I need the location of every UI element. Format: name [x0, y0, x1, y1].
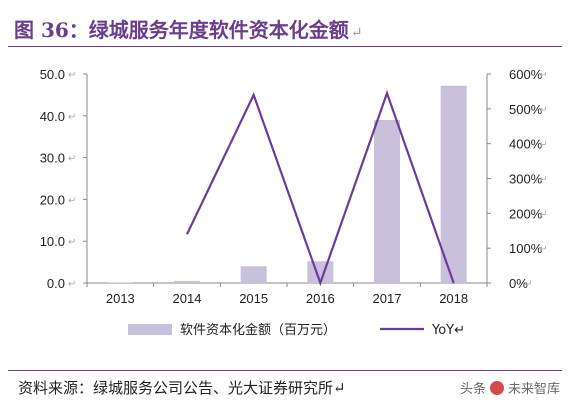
- return-mark: ↵: [539, 175, 547, 186]
- return-mark: ↵: [539, 105, 547, 116]
- bar-2018: [440, 85, 467, 283]
- legend: 软件资本化金额（百万元） YoY↵: [128, 322, 465, 338]
- figure-title-text: 图 36：绿城服务年度软件资本化金额 ↵: [14, 14, 363, 43]
- x-tick-label: 2016: [306, 291, 335, 306]
- right-tick-label: 500%: [509, 102, 543, 117]
- source-note: 资料来源：绿城服务公司公告、光大证券研究所↵: [8, 370, 562, 401]
- right-tick-label: 100%: [509, 241, 543, 256]
- bar-2013: [107, 282, 134, 284]
- legend-line-label: YoY↵: [431, 323, 465, 338]
- return-mark: ↵: [68, 112, 76, 123]
- return-mark: ↵: [524, 279, 532, 290]
- return-mark: ↵: [539, 70, 547, 81]
- legend-bar-label: 软件资本化金额（百万元）: [180, 322, 336, 338]
- return-mark: ↵: [68, 279, 76, 290]
- return-mark: ↵: [350, 25, 363, 41]
- combo-chart: 0.0 ↵10.0 ↵20.0 ↵30.0 ↵40.0 ↵50.0 ↵ 0%↵100%↵20…: [40, 67, 548, 338]
- right-tick-label: 0%: [509, 276, 528, 291]
- left-tick-label: 30.0: [40, 151, 65, 166]
- yoy-line-series: [186, 89, 455, 287]
- x-tick-label: 2018: [439, 291, 468, 306]
- right-axis-ticks: 0%↵100%↵200%↵300%↵400%↵500%↵600%↵: [487, 67, 548, 291]
- watermark-prefix: 头条: [459, 382, 486, 397]
- legend-bar-swatch: [128, 324, 172, 335]
- bar-series: [107, 85, 467, 284]
- watermark: 头条 未来智库: [460, 378, 560, 397]
- return-mark: ↵: [539, 209, 547, 220]
- right-tick-label: 300%: [509, 172, 543, 187]
- left-tick-label: 10.0: [40, 234, 65, 249]
- bar-2014: [174, 280, 200, 283]
- toutiao-logo-icon: [489, 381, 504, 395]
- left-tick-label: 50.0: [40, 67, 65, 82]
- return-mark: ↵: [539, 140, 547, 151]
- right-tick-label: 200%: [509, 206, 543, 221]
- plot-frame: [86, 74, 488, 284]
- x-tick-label: 2013: [106, 291, 135, 306]
- bar-2015: [240, 266, 267, 283]
- return-mark: ↵: [68, 237, 76, 248]
- left-tick-label: 20.0: [40, 192, 65, 207]
- left-tick-label: 40.0: [40, 109, 65, 124]
- x-tick-label: 2017: [373, 291, 402, 306]
- return-mark: ↵: [68, 154, 76, 165]
- right-tick-label: 400%: [509, 137, 543, 152]
- x-axis-ticks: 2013 2014 2015 2016 2017 2018: [86, 283, 488, 306]
- return-mark: ↵: [68, 70, 76, 81]
- x-tick-label: 2014: [173, 291, 202, 306]
- return-mark: ↵: [539, 244, 547, 255]
- x-tick-label: 2015: [239, 291, 268, 306]
- left-tick-label: 0.0: [47, 276, 65, 291]
- source-text: 资料来源：绿城服务公司公告、光大证券研究所↵: [18, 379, 346, 397]
- left-axis-ticks: 0.0 ↵10.0 ↵20.0 ↵30.0 ↵40.0 ↵50.0 ↵: [40, 67, 87, 291]
- return-mark: ↵: [68, 195, 76, 206]
- yoy-line: [186, 89, 455, 287]
- figure-title-label: 图 36：绿城服务年度软件资本化金额: [14, 18, 349, 42]
- figure-title: 图 36：绿城服务年度软件资本化金额 ↵: [8, 6, 562, 47]
- right-tick-label: 600%: [509, 67, 543, 82]
- watermark-name: 未来智库: [507, 382, 560, 397]
- bar-2017: [374, 119, 400, 283]
